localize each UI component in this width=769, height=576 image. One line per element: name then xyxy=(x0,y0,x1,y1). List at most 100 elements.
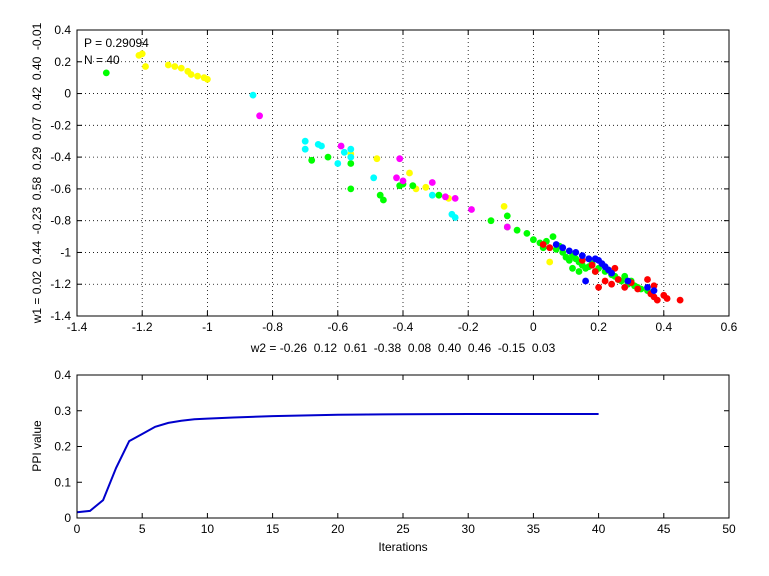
scatter-point xyxy=(588,261,596,269)
scatter-point xyxy=(204,75,211,83)
scatter-point xyxy=(565,257,573,264)
line-y-tick-label: 0.4 xyxy=(54,368,71,382)
scatter-x-tick-label: -0.2 xyxy=(458,320,479,334)
scatter-point xyxy=(301,145,309,153)
line-ticks: 0 5 10 15 20 25 30 35 40 45 50 0 0.1 0.2 0.3 0.4 xyxy=(54,368,736,536)
scatter-y-tick-label: 0.4 xyxy=(54,23,71,37)
scatter-point xyxy=(468,206,475,213)
scatter-y-tick-label: -0.8 xyxy=(50,214,71,228)
scatter-point xyxy=(565,247,573,255)
scatter-y-tick-label: 0.2 xyxy=(54,55,71,69)
scatter-point xyxy=(650,287,658,294)
scatter-point xyxy=(428,179,436,186)
scatter-point xyxy=(337,142,345,150)
scatter-point xyxy=(663,295,671,302)
scatter-point xyxy=(347,160,355,167)
line-x-tick-label: 35 xyxy=(527,522,541,536)
scatter-point xyxy=(611,264,619,272)
scatter-point xyxy=(503,212,511,220)
line-x-tick-label: 25 xyxy=(396,522,410,536)
scatter-point xyxy=(347,185,355,193)
scatter-point xyxy=(608,280,615,288)
scatter-point xyxy=(634,285,642,293)
line-x-tick-label: 30 xyxy=(462,522,476,536)
scatter-point xyxy=(380,196,387,204)
scatter-point xyxy=(530,236,537,244)
scatter-y-tick-label: -1 xyxy=(60,245,71,259)
scatter-point xyxy=(621,284,629,291)
scatter-x-tick-label: -0.8 xyxy=(262,320,283,334)
scatter-point xyxy=(308,156,316,164)
scatter-point xyxy=(177,64,185,72)
scatter-point xyxy=(347,145,355,153)
line-x-tick-label: 15 xyxy=(266,522,280,536)
scatter-y-tick-label: -0.4 xyxy=(50,150,71,164)
line-y-tick-label: 0.2 xyxy=(54,440,71,454)
scatter-y-tick-label: -0.6 xyxy=(50,182,71,196)
scatter-point xyxy=(591,268,599,275)
scatter-point xyxy=(601,277,609,285)
scatter-point xyxy=(399,177,407,185)
scatter-x-tick-label: 0.4 xyxy=(655,320,672,334)
scatter-point xyxy=(539,241,547,248)
scatter-plot-area xyxy=(77,30,729,316)
scatter-grid xyxy=(77,30,729,316)
scatter-x-tick-label: 0.6 xyxy=(721,320,738,334)
scatter-point xyxy=(585,255,593,263)
scatter-point xyxy=(406,169,413,177)
scatter-point xyxy=(451,214,459,221)
scatter-point xyxy=(142,63,149,70)
scatter-point xyxy=(503,223,511,231)
scatter-y-tick-label: -0.2 xyxy=(50,118,71,132)
line-x-axis-label: Iterations xyxy=(378,540,427,554)
line-y-tick-label: 0 xyxy=(64,511,71,525)
scatter-x-tick-label: 0 xyxy=(530,320,537,334)
scatter-x-tick-label: -0.4 xyxy=(393,320,414,334)
scatter-ticks: -1.4 -1.2 -1 -0.8 -0.6 -0.4 -0.2 0 0.2 0.4 0.6 -1.4… xyxy=(50,23,737,334)
scatter-y-axis-label: w1 = 0.02 0.44 -0.23 0.58 0.29 0.07 0.42… xyxy=(30,22,44,324)
scatter-point xyxy=(370,174,378,182)
scatter-point xyxy=(301,137,309,145)
scatter-point xyxy=(552,245,560,253)
scatter-point xyxy=(500,203,508,210)
scatter-points xyxy=(102,50,684,304)
scatter-point xyxy=(376,191,384,199)
scatter-point xyxy=(187,71,195,78)
line-x-tick-label: 20 xyxy=(331,522,345,536)
scatter-point xyxy=(552,241,560,248)
scatter-point xyxy=(164,61,172,69)
scatter-point xyxy=(396,182,404,190)
scatter-point xyxy=(549,233,557,241)
scatter-point xyxy=(572,249,580,256)
scatter-point xyxy=(409,182,417,190)
scatter-point xyxy=(442,193,449,201)
scatter-point xyxy=(559,244,567,252)
scatter-x-tick-label: -1.2 xyxy=(132,320,153,334)
scatter-point xyxy=(546,258,554,266)
scatter-point xyxy=(559,249,567,256)
scatter-x-tick-label: -1.4 xyxy=(67,320,88,334)
scatter-point xyxy=(347,153,355,161)
scatter-point xyxy=(373,155,381,163)
scatter-point xyxy=(578,252,586,259)
scatter-point xyxy=(608,269,615,277)
scatter-point xyxy=(334,160,342,167)
scatter-point xyxy=(435,191,443,199)
scatter-point xyxy=(650,282,658,290)
scatter-y-tick-label: 0 xyxy=(64,87,71,101)
line-y-tick-label: 0.1 xyxy=(54,475,71,489)
scatter-point xyxy=(676,296,684,304)
scatter-point xyxy=(194,72,202,80)
scatter-point xyxy=(422,183,430,191)
scatter-point xyxy=(575,268,583,275)
line-x-tick-label: 50 xyxy=(722,522,736,536)
scatter-x-tick-label: -1 xyxy=(202,320,213,334)
scatter-point xyxy=(595,284,602,291)
scatter-point xyxy=(428,191,436,199)
scatter-point xyxy=(135,52,143,59)
scatter-point xyxy=(396,155,404,163)
scatter-x-tick-label: 0.2 xyxy=(590,320,607,334)
annotation-n: N = 40 xyxy=(84,53,120,67)
line-x-tick-label: 10 xyxy=(201,522,215,536)
